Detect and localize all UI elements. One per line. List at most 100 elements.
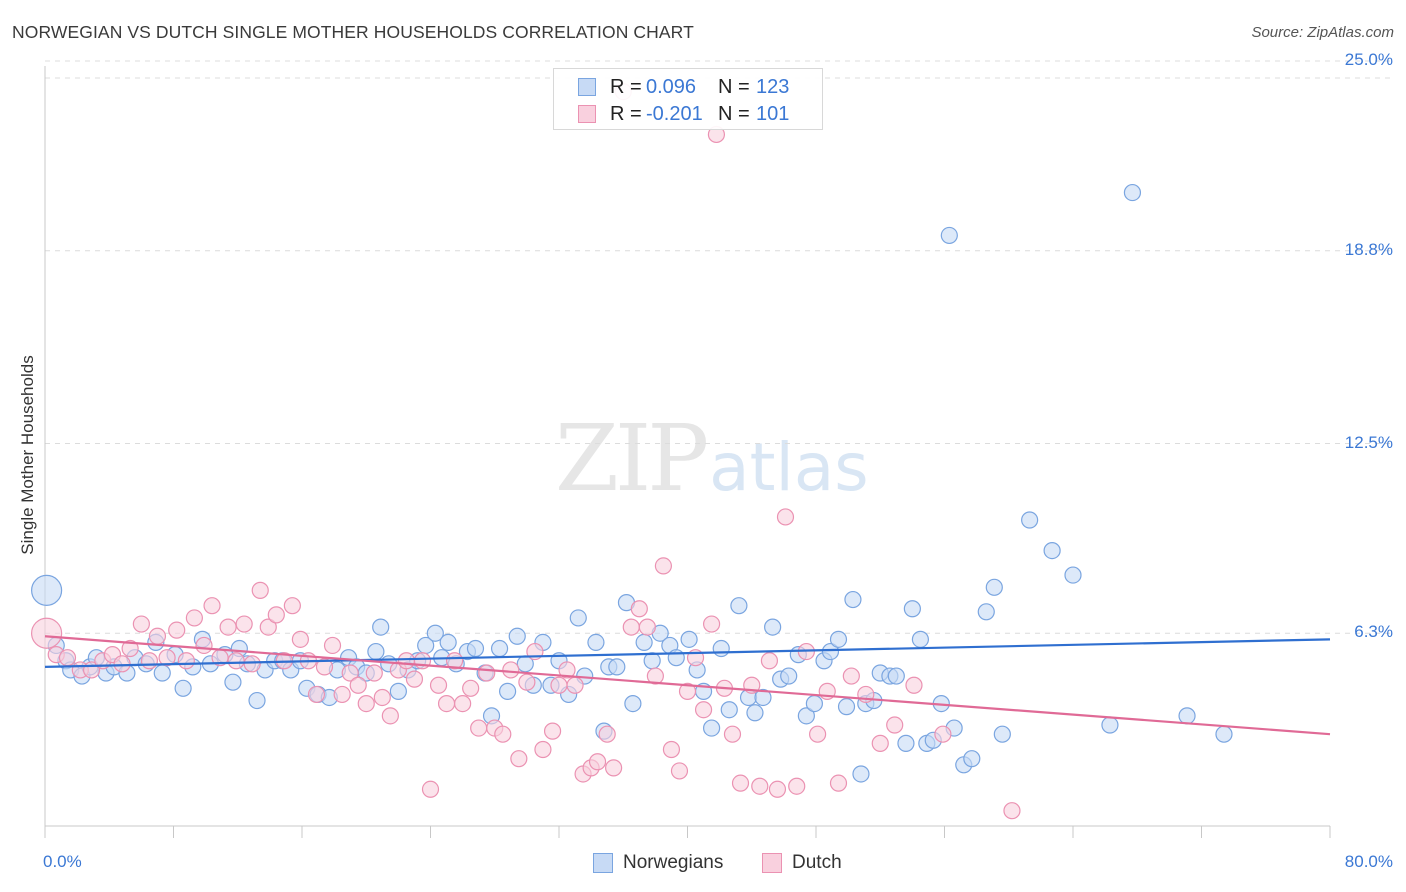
dutch-point — [654, 557, 673, 575]
norwegians-point — [852, 765, 870, 783]
norwegians-point — [680, 630, 698, 648]
dutch-point — [291, 630, 309, 648]
dutch-point — [333, 685, 351, 704]
legend-n-value: 101 — [756, 102, 790, 125]
norwegians-point — [466, 639, 485, 658]
dutch-point — [454, 694, 472, 713]
norwegians-point — [490, 639, 509, 658]
dutch-point — [31, 617, 63, 649]
norwegians-point — [1123, 183, 1142, 202]
norwegians-point — [837, 698, 856, 716]
dutch-point — [148, 627, 167, 645]
dutch-point — [365, 664, 383, 682]
dutch-point — [243, 655, 261, 673]
dutch-point — [429, 676, 448, 694]
norwegians-point — [499, 682, 517, 700]
y-tick-label: 6.3% — [1354, 622, 1393, 642]
legend-item-dutch[interactable]: Dutch — [762, 852, 842, 874]
norwegians-point — [829, 630, 848, 648]
legend-row-norwegians: R = 0.096 N = 123 — [578, 75, 789, 99]
dutch-point — [646, 667, 664, 685]
norwegians-point — [624, 694, 642, 713]
norwegians-point — [805, 694, 823, 713]
dutch-point — [731, 774, 750, 792]
dutch-point — [502, 661, 520, 679]
dutch-point — [251, 581, 269, 599]
dutch-point — [543, 722, 562, 740]
norwegians-point — [977, 603, 995, 621]
correlation-legend: R = 0.096 N = 123 R = -0.201 N = 101 — [553, 68, 823, 130]
legend-item-label: Norwegians — [623, 852, 724, 873]
dutch-point — [905, 676, 923, 694]
legend-n-label: N = — [718, 102, 750, 125]
norwegians-point — [31, 574, 63, 606]
dutch-point — [227, 652, 245, 670]
norwegians-point — [911, 630, 930, 648]
dutch-point — [630, 600, 648, 618]
dutch-point — [694, 701, 713, 719]
dutch-point — [185, 609, 203, 627]
norwegians-point — [754, 688, 772, 707]
dutch-point — [397, 652, 416, 670]
dutch-point — [315, 658, 334, 676]
legend-n-label: N = — [718, 75, 750, 98]
dutch-point — [437, 694, 456, 713]
dutch-point — [788, 777, 806, 795]
x-tick-label-max: 80.0% — [1344, 852, 1393, 871]
dutch-point — [307, 685, 326, 704]
norwegians-point — [985, 578, 1003, 596]
dutch-point — [470, 719, 488, 737]
norwegians-point — [780, 667, 798, 685]
dutch-point — [809, 725, 827, 743]
dutch-point — [751, 777, 769, 795]
dutch-point — [534, 740, 552, 759]
legend-row-dutch: R = -0.201 N = 101 — [578, 102, 789, 126]
legend-item-norwegians[interactable]: Norwegians — [593, 852, 723, 874]
dutch-point — [259, 618, 277, 636]
norwegians-point — [569, 609, 587, 627]
y-tick-label: 18.8% — [1344, 239, 1393, 259]
dutch-point — [445, 652, 464, 670]
norwegians-swatch — [578, 78, 596, 96]
dutch-point — [776, 508, 795, 526]
chart-title: NORWEGIAN VS DUTCH SINGLE MOTHER HOUSEHO… — [12, 22, 694, 42]
dutch-point — [768, 780, 787, 798]
norwegians-point — [608, 658, 626, 676]
norwegians-point — [821, 642, 840, 661]
dutch-point — [219, 618, 237, 636]
norwegians-point — [730, 597, 748, 615]
norwegians-point — [720, 701, 738, 719]
dutch-point — [622, 618, 640, 636]
dutch-point — [267, 606, 285, 624]
dutch-point — [494, 725, 512, 743]
dutch-point — [550, 676, 568, 694]
dutch-point — [373, 688, 391, 707]
dutch-point — [510, 750, 528, 768]
dutch-point — [323, 636, 342, 655]
dutch-point — [132, 615, 150, 633]
norwegians-point — [897, 734, 915, 752]
norwegians-point — [224, 673, 242, 691]
norwegians-point — [903, 600, 921, 618]
dutch-point — [140, 652, 159, 670]
dutch-point — [678, 682, 697, 700]
norwegians-point — [797, 707, 815, 725]
dutch-point — [349, 676, 367, 694]
norwegians-point — [367, 642, 385, 661]
dutch-point — [341, 664, 359, 682]
norwegians-point — [1043, 541, 1061, 560]
dutch-point — [886, 716, 904, 734]
norwegians-point — [1021, 511, 1039, 529]
dutch-point — [177, 652, 195, 670]
norwegians-point — [667, 649, 685, 667]
dutch-point — [934, 725, 952, 743]
dutch-point — [168, 621, 186, 639]
dutch-point — [462, 679, 480, 697]
norwegians-point — [153, 664, 171, 682]
dutch-swatch — [762, 853, 782, 873]
norwegians-point — [712, 639, 730, 658]
norwegians-point — [439, 633, 457, 652]
norwegians-point — [389, 682, 407, 700]
norwegians-point — [174, 679, 192, 697]
